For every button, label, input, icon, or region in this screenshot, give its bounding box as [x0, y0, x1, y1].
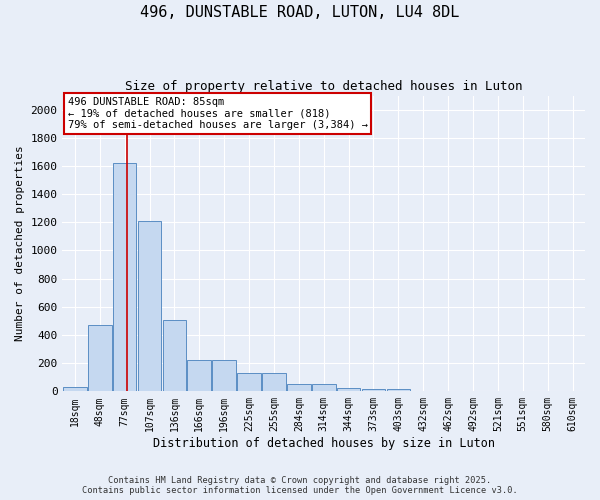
Bar	[63, 387, 86, 392]
Bar	[337, 388, 361, 392]
Bar	[262, 373, 286, 392]
Bar	[412, 390, 435, 392]
Bar	[237, 373, 261, 392]
Bar	[163, 320, 186, 392]
Bar	[88, 325, 112, 392]
Bar	[137, 221, 161, 392]
X-axis label: Distribution of detached houses by size in Luton: Distribution of detached houses by size …	[153, 437, 495, 450]
Text: Contains HM Land Registry data © Crown copyright and database right 2025.
Contai: Contains HM Land Registry data © Crown c…	[82, 476, 518, 495]
Bar	[287, 384, 311, 392]
Bar	[386, 389, 410, 392]
Text: 496 DUNSTABLE ROAD: 85sqm
← 19% of detached houses are smaller (818)
79% of semi: 496 DUNSTABLE ROAD: 85sqm ← 19% of detac…	[68, 97, 368, 130]
Bar	[312, 384, 335, 392]
Bar	[113, 163, 136, 392]
Bar	[212, 360, 236, 392]
Y-axis label: Number of detached properties: Number of detached properties	[15, 146, 25, 342]
Bar	[187, 360, 211, 392]
Title: Size of property relative to detached houses in Luton: Size of property relative to detached ho…	[125, 80, 523, 93]
Bar	[362, 388, 385, 392]
Text: 496, DUNSTABLE ROAD, LUTON, LU4 8DL: 496, DUNSTABLE ROAD, LUTON, LU4 8DL	[140, 5, 460, 20]
